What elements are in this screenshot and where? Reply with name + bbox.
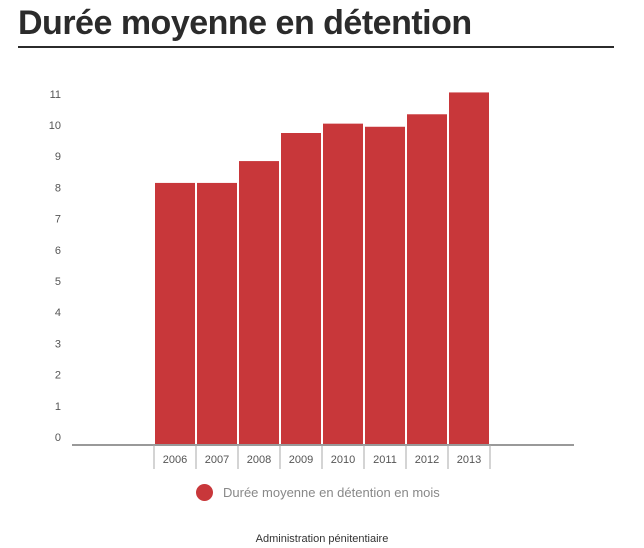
x-tick-label: 2011 [373,454,397,466]
y-tick-label: 7 [55,214,61,226]
x-tick-label: 2013 [457,454,481,466]
x-tick-label: 2010 [331,454,355,466]
y-tick-label: 8 [55,182,61,194]
chart-title: Durée moyenne en détention [18,4,472,42]
legend: Durée moyenne en détention en mois [196,484,440,501]
y-tick-label: 10 [49,120,61,132]
bar-2010 [323,123,363,445]
y-tick-label: 3 [55,338,61,350]
bar-2006 [155,182,195,446]
x-tick-label: 2006 [163,454,187,466]
y-tick-label: 9 [55,151,61,163]
bar-2012 [407,114,447,445]
y-tick-label: 2 [55,370,61,382]
x-axis-ticks: 2006 2007 2008 2009 2010 2011 2012 2013 [153,445,491,469]
x-tick-label: 2012 [415,454,439,466]
y-tick-label: 5 [55,276,61,288]
y-tick-label: 0 [55,432,61,444]
y-tick-label: 11 [50,89,61,101]
bar-2009 [281,133,321,445]
title-divider [18,46,614,48]
x-tick-label: 2009 [289,454,313,466]
y-tick-label: 1 [55,401,61,413]
y-tick-label: 6 [55,245,61,257]
bar-2007 [197,182,237,446]
bar-2008 [239,161,279,445]
source-note: Administration pénitentiaire [255,533,389,545]
y-tick-label: 4 [55,307,61,319]
bars-group [155,92,489,446]
legend-label: Durée moyenne en détention en mois [223,485,440,500]
x-tick-label: 2008 [247,454,271,466]
x-tick-label: 2007 [205,454,229,466]
bar-2011 [365,126,405,445]
bar-2013 [449,92,489,445]
y-axis-ticks: 0 1 2 3 4 5 6 7 8 9 10 11 [49,89,61,444]
legend-swatch [196,484,213,501]
